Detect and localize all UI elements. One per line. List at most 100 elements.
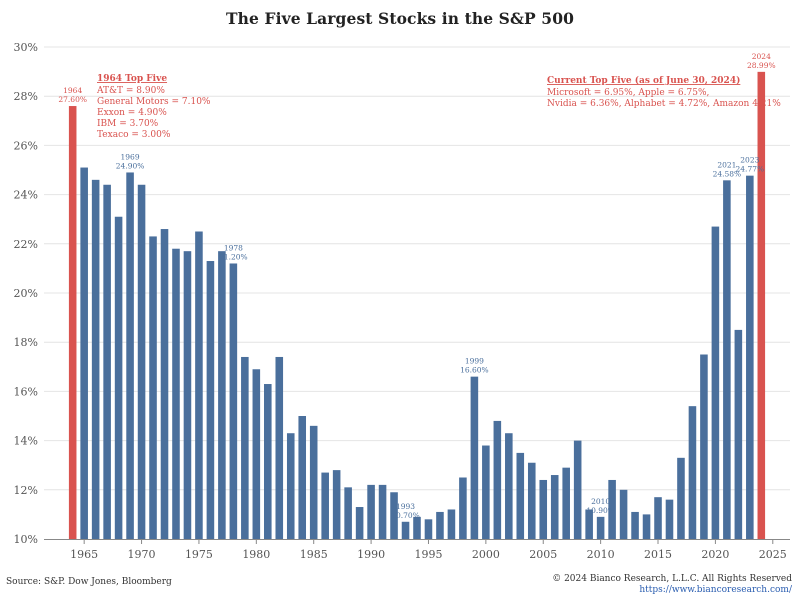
y-tick-label: 12% [14, 484, 38, 497]
annotation-1964-line: Exxon = 4.90% [97, 108, 167, 118]
bar-2016 [665, 499, 674, 539]
bar-1990 [367, 484, 375, 539]
annotation-current-line: Nvidia = 6.36%, Alphabet = 4.72%, Amazon… [547, 99, 781, 109]
annotation-current-line: Microsoft = 6.95%, Apple = 6.75%, [547, 88, 709, 98]
bar-1987 [332, 470, 341, 539]
annotation-1964-line: AT&T = 8.90% [96, 86, 165, 96]
bar-2022 [734, 329, 743, 539]
bar-1999 [470, 376, 479, 539]
x-tick-label: 1980 [242, 548, 270, 561]
bar-2021 [723, 180, 731, 539]
bar-2018 [688, 406, 697, 539]
bar-1991 [378, 484, 387, 539]
bar-label-value: 24.90% [116, 161, 145, 170]
bar-2011 [608, 479, 616, 539]
y-tick-label: 16% [14, 385, 38, 398]
website-link[interactable]: https://www.biancoresearch.com/ [639, 585, 792, 595]
bar-2023 [746, 175, 754, 539]
x-tick-label: 2015 [644, 548, 672, 561]
bar-1983 [286, 433, 295, 539]
bar-label-value: 10.90% [586, 506, 615, 515]
bar-label-year: 1993 [396, 502, 415, 511]
x-axis-ticks: 1965 1970 1975 1980 1985 1990 1995 2000 2005 2010… [70, 539, 787, 561]
x-tick-label: 1990 [357, 548, 385, 561]
bar-2003 [516, 452, 525, 539]
bar-label-year: 2021 [717, 160, 736, 169]
bar-1968 [114, 216, 123, 540]
x-tick-label: 2010 [587, 548, 615, 561]
bar-label-year: 2010 [591, 497, 610, 506]
bar-2008 [573, 440, 582, 539]
x-tick-label: 2005 [529, 548, 557, 561]
bar-1969 [126, 172, 134, 539]
bar-2009 [585, 509, 593, 539]
bar-1977 [218, 251, 226, 539]
bar-label-value: 28.99% [747, 61, 776, 70]
x-tick-label: 2000 [472, 548, 500, 561]
bar-1989 [355, 507, 364, 539]
bar-1973 [172, 248, 180, 539]
bar-2014 [642, 514, 651, 539]
bar-2010 [596, 516, 605, 539]
y-tick-label: 20% [14, 287, 38, 300]
bar-label-year: 1978 [224, 243, 243, 252]
bar-label-value: 24.58% [713, 169, 742, 178]
bar-2000 [482, 445, 490, 539]
bar-label-year: 1964 [63, 86, 82, 95]
bar-1988 [344, 487, 352, 539]
bar-2001 [493, 420, 502, 539]
bar-1985 [309, 425, 318, 539]
bar-label-year: 1969 [121, 152, 140, 161]
bar-2012 [619, 489, 628, 539]
bar-1982 [275, 356, 284, 539]
bar-2019 [700, 354, 708, 539]
x-tick-label: 1995 [414, 548, 442, 561]
bar-1979 [241, 356, 249, 539]
bar-2006 [550, 475, 559, 539]
bar-2015 [654, 497, 662, 539]
annotation-1964-heading: 1964 Top Five [97, 74, 167, 84]
bar-label-value: 27.60% [58, 95, 87, 104]
y-tick-label: 10% [14, 533, 38, 546]
y-tick-label: 30% [14, 41, 38, 54]
bars [68, 71, 766, 540]
bar-1994 [413, 516, 421, 539]
bar-label-value: 21.20% [219, 252, 248, 261]
bar-1970 [137, 184, 146, 539]
bar-2024 [757, 71, 766, 539]
bar-2002 [505, 433, 513, 539]
bar-1993 [401, 521, 410, 539]
annotation-current-heading: Current Top Five (as of June 30, 2024) [547, 75, 740, 86]
bar-label-year: 2024 [752, 52, 771, 61]
bar-label-value: 10.70% [391, 511, 420, 520]
bar-1964 [68, 106, 77, 539]
bar-label-value: 16.60% [460, 366, 489, 375]
y-tick-label: 26% [14, 139, 38, 152]
bar-1971 [149, 236, 157, 540]
bar-1966 [91, 179, 100, 539]
bar-2004 [527, 462, 536, 539]
y-tick-label: 18% [14, 336, 38, 349]
annotation-1964-line: General Motors = 7.10% [97, 97, 211, 107]
x-tick-label: 1970 [128, 548, 156, 561]
bar-1995 [424, 519, 433, 539]
bar-1972 [160, 229, 169, 540]
bar-1980 [252, 369, 261, 539]
source-note: Source: S&P. Dow Jones, Bloomberg [6, 577, 172, 587]
bar-1975 [195, 231, 203, 539]
annotation-1964-line: IBM = 3.70% [97, 119, 159, 129]
annotation-1964-line: Texaco = 3.00% [97, 130, 171, 140]
bar-1965 [80, 167, 88, 540]
chart-title: The Five Largest Stocks in the S&P 500 [226, 9, 574, 28]
x-tick-label: 2020 [701, 548, 729, 561]
bar-1967 [103, 184, 111, 539]
bar-2013 [631, 511, 639, 539]
bar-1981 [264, 384, 272, 539]
bar-label-year: 2023 [740, 156, 759, 165]
bar-2007 [562, 467, 570, 539]
bar-1976 [206, 261, 215, 539]
y-tick-label: 28% [14, 90, 38, 103]
copyright-block: © 2024 Bianco Research, L.L.C. All Right… [552, 574, 792, 596]
